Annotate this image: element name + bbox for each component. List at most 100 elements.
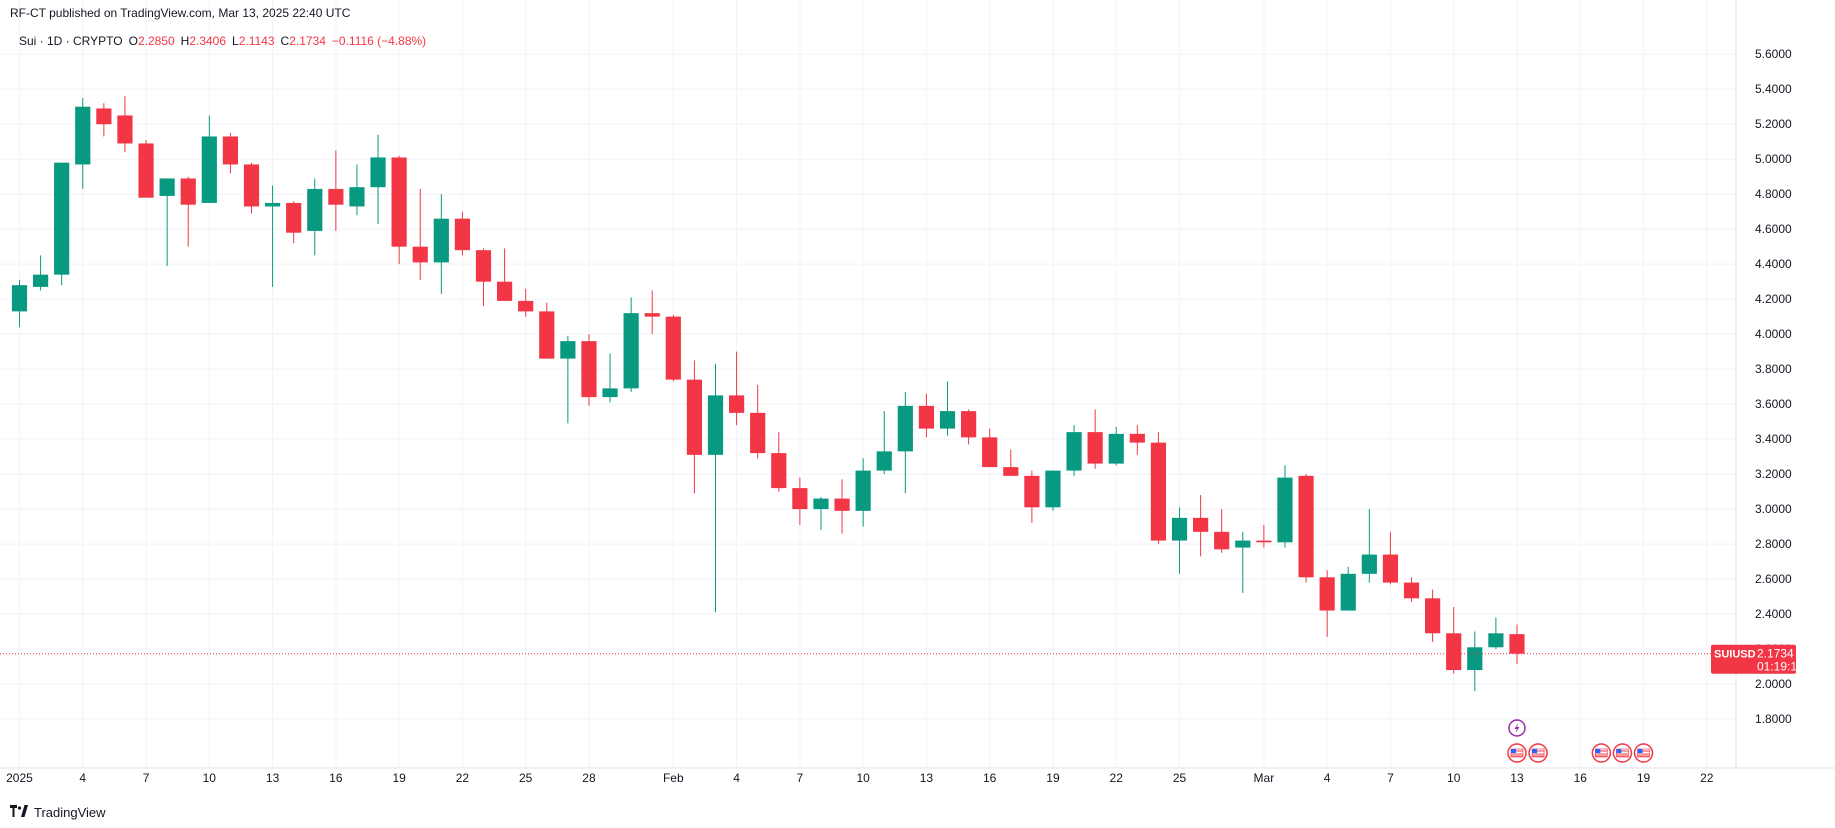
candle-body — [750, 412, 766, 454]
events-layer — [1507, 719, 1654, 763]
price-tick-label: 5.4000 — [1755, 82, 1792, 96]
time-tick-label: 28 — [582, 771, 596, 785]
time-tick-label: 7 — [797, 771, 804, 785]
tradingview-logo[interactable]: TradingView — [10, 804, 106, 820]
us-flag-event-icon[interactable] — [1591, 743, 1612, 763]
time-tick-label: 4 — [79, 771, 86, 785]
candle-body — [328, 188, 344, 205]
candle — [813, 496, 829, 531]
candle-body — [1382, 554, 1399, 583]
price-tick-label: 3.4000 — [1755, 432, 1792, 446]
time-tick-label: 4 — [733, 771, 740, 785]
candle — [602, 353, 618, 403]
time-tick-label: 10 — [1447, 771, 1461, 785]
candle-body — [433, 218, 449, 263]
candle — [1488, 617, 1504, 650]
candle-body — [391, 157, 407, 247]
open-value: 2.2850 — [137, 34, 175, 48]
candle-body — [54, 162, 70, 275]
candle-body — [475, 250, 492, 282]
candle — [834, 479, 850, 534]
time-tick-label: 19 — [1046, 771, 1060, 785]
candle — [560, 335, 576, 424]
candle-body — [264, 202, 281, 207]
candle — [665, 314, 681, 382]
time-axis[interactable]: 2025 4 7 10 13 16 19 22 25 28 Feb 4 7 10 13 16 19 22 25 Mar… — [6, 771, 1714, 785]
price-tick-label: 5.6000 — [1755, 47, 1792, 61]
candle — [307, 178, 323, 256]
candle — [961, 409, 977, 445]
time-tick-label: 13 — [1510, 771, 1524, 785]
us-flag-event-icon[interactable] — [1507, 743, 1527, 763]
candle-body — [1340, 573, 1356, 611]
flag-canton — [1595, 749, 1601, 753]
last-price-tag-countdown: 01:19:13 — [1757, 660, 1804, 674]
candle-body — [222, 136, 238, 165]
low-value: 2.1143 — [238, 34, 275, 48]
time-tick-label: 19 — [1637, 771, 1651, 785]
candle — [75, 97, 91, 189]
candle-body — [243, 164, 260, 207]
candle-body — [286, 202, 302, 233]
candle — [180, 176, 196, 247]
candle-body — [918, 405, 935, 429]
us-flag-event-icon[interactable] — [1528, 743, 1548, 763]
candle-body — [581, 341, 597, 398]
candle-body — [1467, 647, 1483, 671]
symbol-name[interactable]: Sui · 1D · CRYPTO — [19, 34, 123, 48]
time-tick-label: 22 — [456, 771, 470, 785]
candle-body — [518, 300, 534, 312]
candle — [349, 164, 365, 216]
candle-body — [665, 316, 681, 380]
price-tick-label: 5.0000 — [1755, 152, 1792, 166]
candle — [686, 360, 703, 494]
candle — [1446, 607, 1462, 674]
candle — [518, 288, 534, 317]
us-flag-event-icon[interactable] — [1633, 743, 1654, 763]
candle — [792, 477, 808, 525]
candle — [1087, 409, 1103, 469]
candle — [412, 188, 428, 280]
last-price-tag-price: 2.1734 — [1757, 647, 1794, 661]
candle — [1003, 449, 1019, 476]
candle — [1340, 566, 1356, 611]
price-tick-label: 3.0000 — [1755, 502, 1792, 516]
price-tick-label: 3.8000 — [1755, 362, 1792, 376]
candle-body — [1256, 540, 1272, 543]
candle-body — [1003, 467, 1019, 476]
candle — [159, 178, 175, 266]
candle — [1467, 631, 1483, 692]
candle — [32, 255, 49, 291]
candle — [581, 334, 597, 406]
candle-body — [1150, 442, 1167, 541]
price-tick-label: 3.6000 — [1755, 397, 1792, 411]
candle-body — [11, 285, 28, 312]
time-tick-label: 22 — [1110, 771, 1124, 785]
candle — [750, 384, 766, 459]
candle-body — [813, 498, 829, 510]
price-tick-label: 4.2000 — [1755, 292, 1792, 306]
us-flag-event-icon[interactable] — [1612, 743, 1633, 763]
last-price-tag-background — [1711, 644, 1796, 674]
candle — [243, 162, 260, 214]
candle — [1066, 425, 1082, 476]
candle — [391, 155, 407, 265]
open-label: O — [128, 34, 138, 48]
price-axis[interactable]: 1.80002.00002.20002.40002.60002.80003.00… — [1755, 47, 1792, 726]
candle-body — [307, 188, 323, 231]
time-tick-label: 13 — [266, 771, 280, 785]
candle — [1129, 425, 1145, 455]
publish-caption: RF-CT published on TradingView.com, Mar … — [10, 6, 351, 20]
candle-body — [855, 470, 871, 511]
candle-body — [1319, 577, 1335, 611]
event-flash-icon[interactable] — [1508, 719, 1526, 737]
candle-body — [1403, 582, 1420, 599]
symbol-legend[interactable]: Sui · 1D · CRYPTO O2.2850 H2.3406 L2.114… — [19, 34, 426, 48]
candle-body — [982, 437, 998, 468]
tradingview-logo-text: TradingView — [34, 804, 106, 820]
candle-body — [1193, 517, 1209, 532]
candle-body — [771, 453, 787, 489]
close-value: 2.1734 — [289, 34, 326, 48]
candle — [201, 115, 217, 203]
